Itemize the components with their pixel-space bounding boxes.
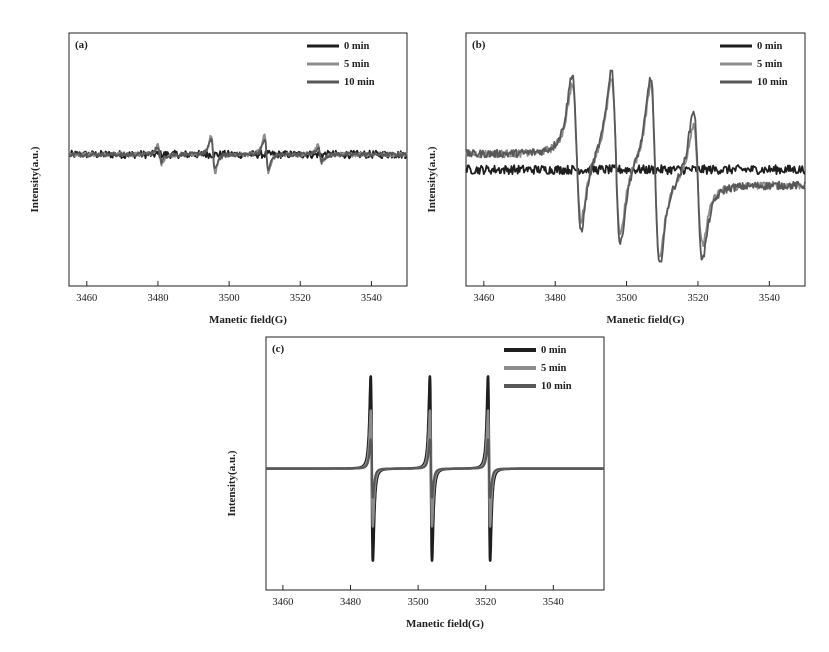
- legend-label: 0 min: [541, 345, 567, 356]
- chart-panel-2: 3460 3480 3500 3520 3540 Manetic field(G) Inte…: [226, 336, 606, 630]
- series-line-10-min: [465, 69, 806, 263]
- x-axis-label: Manetic field(G): [209, 314, 287, 326]
- plot-frame: [68, 32, 408, 287]
- x-tick-label: 3540: [759, 293, 780, 304]
- panel-label: (a): [75, 39, 88, 51]
- y-axis-label: Intensity(a.u.): [29, 146, 41, 212]
- x-tick-label: 3500: [408, 597, 429, 608]
- x-tick-label: 3480: [340, 597, 361, 608]
- x-tick-label: 3520: [475, 597, 496, 608]
- legend-label: 10 min: [541, 381, 572, 392]
- legend-label: 0 min: [757, 41, 783, 52]
- legend-label: 10 min: [757, 77, 788, 88]
- x-tick-label: 3480: [147, 293, 168, 304]
- x-axis-label: Manetic field(G): [406, 618, 484, 630]
- x-tick-label: 3540: [543, 597, 564, 608]
- y-axis-label: Intensity(a.u.): [226, 450, 238, 516]
- panel-label: (c): [272, 343, 285, 355]
- panel-label: (b): [472, 39, 486, 51]
- x-tick-label: 3500: [219, 293, 240, 304]
- legend-label: 10 min: [344, 77, 375, 88]
- series-line-0-min: [465, 164, 806, 176]
- x-tick-label: 3540: [361, 293, 382, 304]
- x-tick-label: 3520: [290, 293, 311, 304]
- chart-panel-1: 3460 3480 3500 3520 3540 Manetic field(G) Inte…: [426, 32, 806, 326]
- x-tick-label: 3500: [616, 293, 637, 304]
- x-axis-label: Manetic field(G): [607, 314, 685, 326]
- plot-frame: [465, 32, 806, 287]
- y-axis-label: Intensity(a.u.): [426, 146, 438, 212]
- x-tick-label: 3520: [687, 293, 708, 304]
- x-tick-label: 3460: [473, 293, 494, 304]
- legend-label: 5 min: [541, 363, 567, 374]
- chart-panel-0: 3460 3480 3500 3520 3540 Manetic field(G) Inte…: [29, 32, 408, 326]
- x-tick-label: 3480: [545, 293, 566, 304]
- legend-label: 5 min: [757, 59, 783, 70]
- legend-label: 5 min: [344, 59, 370, 70]
- x-tick-label: 3460: [76, 293, 97, 304]
- x-tick-label: 3460: [272, 597, 293, 608]
- series-line-10-min: [68, 137, 408, 172]
- legend-label: 0 min: [344, 41, 370, 52]
- plot-frame: [265, 336, 605, 591]
- series-line-10-min: [265, 438, 605, 499]
